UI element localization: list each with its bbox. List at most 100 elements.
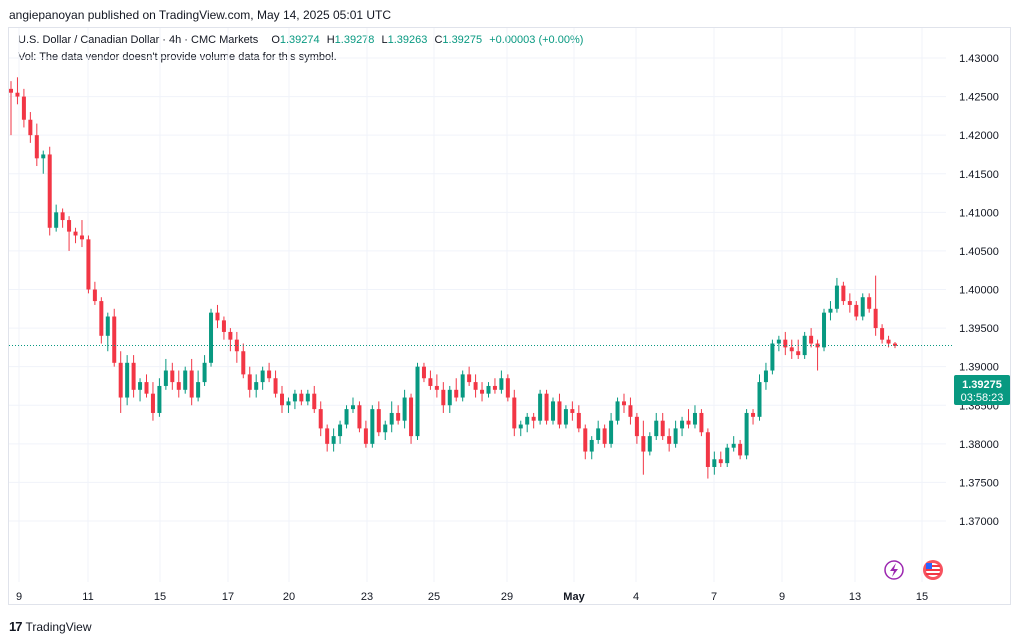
price-tag-value: 1.39275 — [962, 379, 1002, 391]
candle-body — [641, 436, 646, 452]
candle-body — [822, 312, 827, 348]
candle-body — [699, 412, 704, 433]
candle-body — [460, 374, 465, 398]
candle-body — [112, 316, 117, 363]
candle-body — [86, 239, 91, 290]
candle-body — [409, 397, 414, 437]
candle-body — [209, 312, 214, 363]
candle-body — [892, 343, 898, 346]
candle-body — [54, 212, 59, 228]
candle-body — [551, 401, 556, 421]
candle-body — [125, 362, 130, 398]
y-tick-label: 1.42000 — [959, 130, 999, 142]
candle-body — [357, 405, 362, 429]
x-tick-label: 25 — [428, 591, 440, 603]
candle-body — [73, 231, 78, 236]
candle-body — [628, 405, 633, 417]
y-tick-label: 1.39000 — [959, 362, 999, 374]
candle-body — [680, 420, 685, 429]
candle-body — [157, 385, 162, 413]
x-tick-label: 15 — [916, 591, 928, 603]
candle-body — [215, 312, 220, 321]
candle-body — [350, 405, 355, 410]
candle-body — [757, 382, 762, 417]
y-tick-label: 1.40000 — [959, 285, 999, 297]
candle-body — [847, 301, 852, 305]
x-tick-label: 15 — [154, 591, 166, 603]
candle-body — [776, 339, 781, 344]
y-tick-label: 1.41000 — [959, 207, 999, 219]
y-tick-label: 1.37000 — [959, 516, 999, 528]
grid-lines — [9, 28, 946, 582]
candle-body — [67, 220, 72, 232]
candle-body — [731, 443, 736, 448]
lightning-icon[interactable] — [884, 560, 904, 580]
change-value: +0.00003 (+0.00%) — [489, 34, 584, 46]
candle-body — [718, 459, 723, 464]
high-value: 1.39278 — [334, 34, 375, 46]
chart-legend[interactable]: U.S. Dollar / Canadian Dollar · 4h · CMC… — [18, 34, 583, 46]
candle-body — [131, 362, 136, 390]
candle-body — [557, 401, 562, 425]
candle-body — [428, 378, 433, 386]
candle-body — [299, 393, 304, 402]
candle-body — [770, 343, 775, 371]
candle-body — [886, 339, 891, 344]
x-axis: 9 11 15 17 20 23 25 29 May 4 7 9 13 15 — [16, 591, 928, 603]
x-tick-label: 9 — [16, 591, 22, 603]
candle-body — [118, 362, 123, 398]
footer-brand[interactable]: 17 TradingView — [9, 619, 92, 634]
candle-body — [647, 436, 652, 452]
price-tag-countdown: 03:58:23 — [961, 392, 1004, 404]
candle-body — [596, 428, 601, 440]
candle-body — [634, 416, 639, 437]
candle-body — [854, 304, 859, 317]
candle-body — [570, 409, 575, 413]
symbol-label[interactable]: U.S. Dollar / Canadian Dollar · 4h · CMC… — [18, 34, 259, 46]
candle-body — [880, 328, 885, 340]
low-value: 1.39263 — [387, 34, 428, 46]
candle-body — [254, 382, 259, 390]
candle-body — [525, 416, 530, 425]
candle-body — [21, 96, 26, 120]
candle-body — [99, 301, 104, 336]
volume-note: Vol: The data vendor doesn't provide vol… — [18, 51, 337, 63]
candle-body — [563, 409, 568, 425]
open-value: 1.39274 — [279, 34, 320, 46]
candle-body — [480, 389, 485, 394]
candle-body — [189, 370, 194, 398]
candle-body — [47, 154, 52, 228]
candle-body — [589, 439, 594, 452]
candle-body — [202, 362, 207, 383]
candle-body — [789, 347, 794, 352]
x-tick-label: 9 — [779, 591, 785, 603]
candle-body — [34, 135, 39, 159]
candle-body — [105, 316, 110, 336]
candle-body — [28, 119, 33, 136]
candle-body — [705, 432, 710, 467]
candle-body — [176, 382, 181, 390]
candle-body — [828, 308, 833, 313]
candle-body — [673, 428, 678, 444]
high-label: H — [326, 34, 335, 46]
candle-body — [796, 351, 801, 356]
candle-body — [280, 393, 285, 406]
candle-body — [415, 366, 420, 437]
candle-body — [576, 412, 581, 429]
candle-body — [267, 370, 272, 379]
x-tick-label: 17 — [222, 591, 234, 603]
candle-body — [725, 447, 730, 464]
candle-body — [318, 409, 323, 429]
y-tick-label: 1.38000 — [959, 439, 999, 451]
candle-body — [292, 393, 297, 402]
candle-body — [512, 397, 517, 429]
x-tick-label: 20 — [283, 591, 295, 603]
candle-body — [744, 412, 749, 456]
candle-body — [196, 382, 201, 398]
y-tick-label: 1.39500 — [959, 323, 999, 335]
candle-body — [370, 409, 375, 444]
y-tick-label: 1.41500 — [959, 169, 999, 181]
candle-body — [621, 401, 626, 406]
us-flag-icon[interactable] — [923, 560, 943, 580]
